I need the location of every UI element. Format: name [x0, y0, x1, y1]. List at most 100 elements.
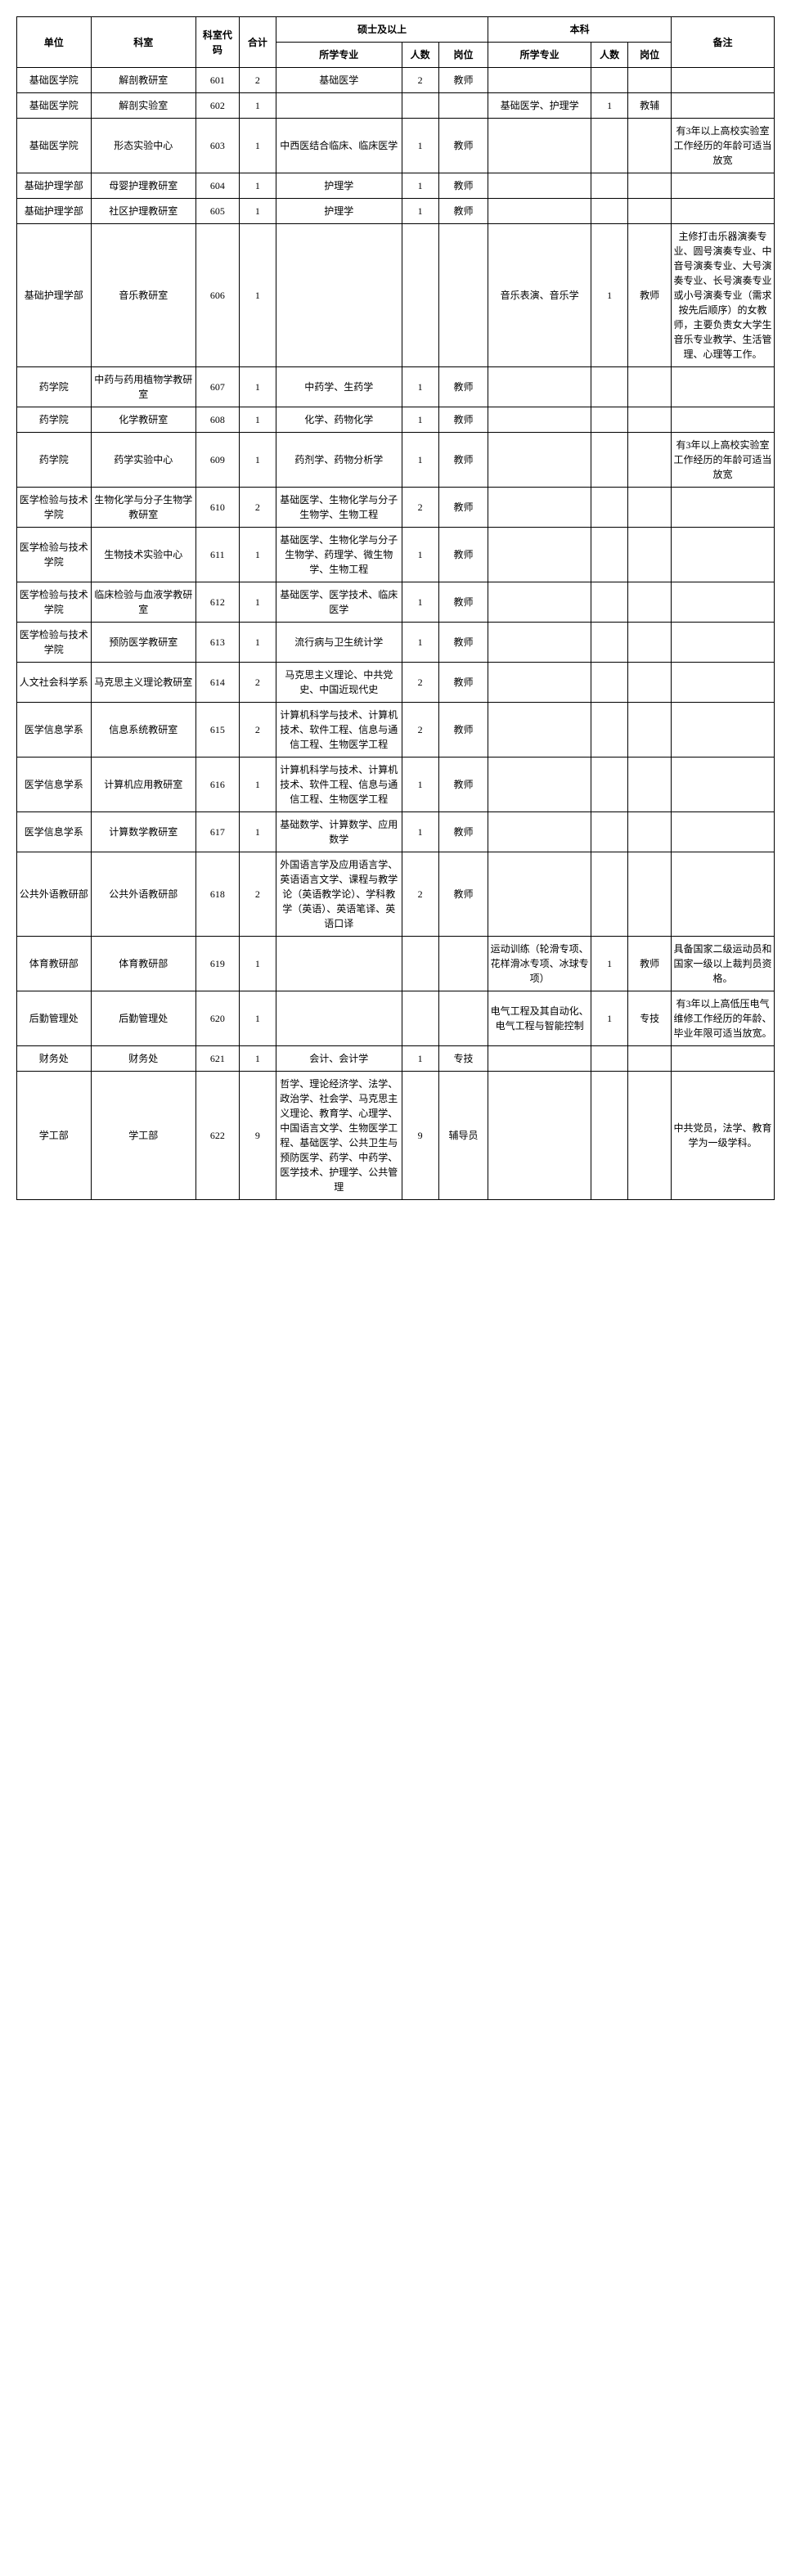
cell-b_major	[488, 1046, 591, 1072]
cell-m_pos: 教师	[438, 199, 488, 224]
cell-dept: 化学教研室	[91, 407, 196, 433]
cell-total: 1	[239, 224, 276, 367]
cell-note: 有3年以上高低压电气维修工作经历的年龄、毕业年限可适当放宽。	[672, 991, 775, 1046]
cell-note	[672, 663, 775, 703]
cell-b_num	[591, 663, 627, 703]
cell-m_major: 药剂学、药物分析学	[276, 433, 402, 488]
table-row: 医学信息学系信息系统教研室6152计算机科学与技术、计算机技术、软件工程、信息与…	[17, 703, 775, 758]
cell-b_major	[488, 119, 591, 173]
cell-dept: 解剖实验室	[91, 93, 196, 119]
cell-b_pos	[628, 852, 672, 937]
cell-total: 2	[239, 663, 276, 703]
table-row: 基础护理学部母婴护理教研室6041护理学1教师	[17, 173, 775, 199]
cell-unit: 药学院	[17, 407, 92, 433]
cell-note: 有3年以上高校实验室工作经历的年龄可适当放宽	[672, 433, 775, 488]
cell-note	[672, 528, 775, 582]
cell-unit: 人文社会科学系	[17, 663, 92, 703]
cell-b_num: 1	[591, 991, 627, 1046]
cell-code: 616	[196, 758, 239, 812]
cell-b_major	[488, 703, 591, 758]
cell-note	[672, 623, 775, 663]
cell-total: 1	[239, 1046, 276, 1072]
cell-note: 有3年以上高校实验室工作经历的年龄可适当放宽	[672, 119, 775, 173]
table-row: 医学检验与技术学院预防医学教研室6131流行病与卫生统计学1教师	[17, 623, 775, 663]
cell-unit: 医学检验与技术学院	[17, 528, 92, 582]
table-row: 基础护理学部音乐教研室6061音乐表演、音乐学1教师主修打击乐器演奏专业、圆号演…	[17, 224, 775, 367]
cell-m_pos: 教师	[438, 173, 488, 199]
cell-dept: 计算数学教研室	[91, 812, 196, 852]
cell-m_major: 护理学	[276, 173, 402, 199]
cell-m_num	[402, 224, 438, 367]
cell-b_pos	[628, 433, 672, 488]
cell-dept: 音乐教研室	[91, 224, 196, 367]
cell-code: 615	[196, 703, 239, 758]
cell-b_major	[488, 407, 591, 433]
cell-unit: 基础护理学部	[17, 199, 92, 224]
cell-m_major: 会计、会计学	[276, 1046, 402, 1072]
cell-b_major	[488, 758, 591, 812]
cell-note	[672, 68, 775, 93]
table-row: 医学检验与技术学院生物技术实验中心6111基础医学、生物化学与分子生物学、药理学…	[17, 528, 775, 582]
cell-dept: 药学实验中心	[91, 433, 196, 488]
cell-dept: 马克思主义理论教研室	[91, 663, 196, 703]
cell-m_pos: 教师	[438, 433, 488, 488]
th-b-count: 人数	[591, 43, 627, 68]
table-row: 医学检验与技术学院生物化学与分子生物学教研室6102基础医学、生物化学与分子生物…	[17, 488, 775, 528]
cell-m_num: 1	[402, 1046, 438, 1072]
cell-b_num	[591, 623, 627, 663]
cell-code: 603	[196, 119, 239, 173]
cell-b_pos	[628, 173, 672, 199]
cell-b_num	[591, 68, 627, 93]
cell-b_pos	[628, 528, 672, 582]
cell-total: 1	[239, 407, 276, 433]
cell-code: 608	[196, 407, 239, 433]
cell-note	[672, 173, 775, 199]
cell-b_num	[591, 758, 627, 812]
cell-m_major: 基础医学、生物化学与分子生物学、生物工程	[276, 488, 402, 528]
cell-code: 609	[196, 433, 239, 488]
cell-m_major: 中药学、生药学	[276, 367, 402, 407]
cell-code: 605	[196, 199, 239, 224]
th-code: 科室代码	[196, 17, 239, 68]
cell-m_pos: 教师	[438, 367, 488, 407]
cell-b_num	[591, 528, 627, 582]
cell-m_num: 1	[402, 199, 438, 224]
cell-code: 618	[196, 852, 239, 937]
cell-unit: 医学信息学系	[17, 703, 92, 758]
table-row: 基础医学院形态实验中心6031中西医结合临床、临床医学1教师有3年以上高校实验室…	[17, 119, 775, 173]
cell-dept: 母婴护理教研室	[91, 173, 196, 199]
cell-unit: 基础护理学部	[17, 224, 92, 367]
table-header: 单位 科室 科室代码 合计 硕士及以上 本科 备注 所学专业 人数 岗位 所学专…	[17, 17, 775, 68]
cell-m_num: 1	[402, 528, 438, 582]
cell-m_num: 1	[402, 623, 438, 663]
cell-b_num: 1	[591, 93, 627, 119]
cell-unit: 基础护理学部	[17, 173, 92, 199]
cell-m_pos: 教师	[438, 119, 488, 173]
cell-m_num: 1	[402, 433, 438, 488]
cell-b_num	[591, 119, 627, 173]
table-row: 医学检验与技术学院临床检验与血液学教研室6121基础医学、医学技术、临床医学1教…	[17, 582, 775, 623]
cell-m_major: 护理学	[276, 199, 402, 224]
cell-dept: 学工部	[91, 1072, 196, 1200]
th-b-position: 岗位	[628, 43, 672, 68]
cell-b_num	[591, 582, 627, 623]
cell-b_major: 运动训练（轮滑专项、花样滑冰专项、冰球专项）	[488, 937, 591, 991]
cell-m_pos: 教师	[438, 852, 488, 937]
cell-note	[672, 488, 775, 528]
cell-m_num: 1	[402, 119, 438, 173]
cell-dept: 信息系统教研室	[91, 703, 196, 758]
cell-b_pos	[628, 703, 672, 758]
cell-note	[672, 367, 775, 407]
cell-b_pos	[628, 812, 672, 852]
cell-unit: 后勤管理处	[17, 991, 92, 1046]
cell-b_pos	[628, 367, 672, 407]
cell-m_num: 1	[402, 758, 438, 812]
cell-m_pos: 专技	[438, 1046, 488, 1072]
cell-m_pos: 教师	[438, 488, 488, 528]
cell-dept: 预防医学教研室	[91, 623, 196, 663]
cell-b_num	[591, 367, 627, 407]
cell-m_pos	[438, 224, 488, 367]
cell-b_major	[488, 488, 591, 528]
cell-m_num: 1	[402, 582, 438, 623]
cell-b_major	[488, 852, 591, 937]
